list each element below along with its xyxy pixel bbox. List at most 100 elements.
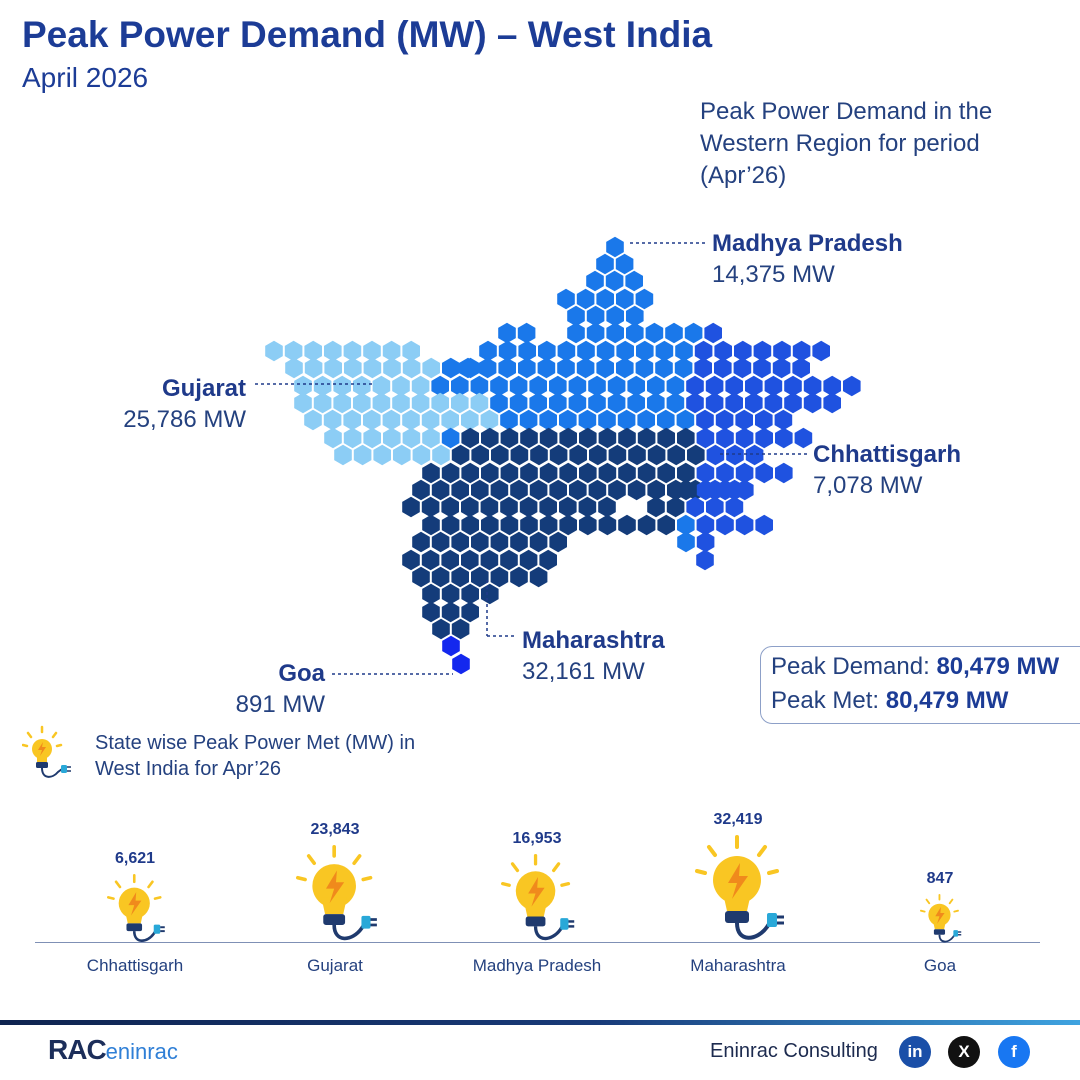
map-hex [479, 340, 497, 362]
map-hex [402, 340, 420, 362]
chart-baseline [35, 942, 1040, 943]
map-hex [714, 340, 732, 362]
map-hex [500, 496, 518, 518]
map-hex [461, 583, 479, 605]
map-hex [441, 496, 459, 518]
map-hex [666, 375, 685, 397]
map-hex [803, 375, 822, 397]
map-hex [441, 514, 460, 536]
map-hex [285, 357, 303, 379]
map-hex [549, 531, 567, 553]
map-hex [706, 444, 725, 466]
map-hex [578, 409, 597, 431]
map-hex [461, 462, 479, 484]
linkedin-icon[interactable]: in [899, 1036, 931, 1068]
map-hex [628, 444, 646, 466]
map-hex [498, 322, 516, 344]
map-hex [606, 322, 624, 344]
map-hex [510, 444, 529, 466]
map-hex [294, 392, 312, 414]
map-hex [557, 340, 576, 362]
map-hex [625, 270, 643, 292]
map-hex [735, 427, 754, 449]
state-label-gujarat: Gujarat 25,786 MW [120, 375, 246, 434]
map-hex [596, 340, 615, 362]
map-hex [411, 375, 430, 397]
map-hex [422, 514, 440, 536]
map-hex [696, 427, 715, 449]
map-hex [607, 375, 626, 397]
map-hex [402, 427, 421, 449]
map-hex [324, 357, 342, 379]
map-hex [775, 427, 793, 449]
map-hex [618, 427, 636, 449]
map-hex [716, 514, 734, 536]
map-hex [559, 496, 577, 518]
map-hex [696, 462, 715, 484]
map-hex [657, 462, 675, 484]
map-hex [559, 462, 577, 484]
page-subtitle: April 2026 [22, 62, 149, 93]
facebook-icon[interactable]: f [998, 1036, 1030, 1068]
x-icon[interactable]: X [948, 1036, 980, 1068]
map-hex [451, 479, 469, 501]
map-hex [451, 375, 469, 397]
map-hex [598, 462, 617, 484]
map-hex [363, 427, 381, 449]
map-hex [432, 444, 450, 466]
map-hex [510, 479, 528, 501]
map-hex [657, 409, 675, 431]
map-hex [461, 409, 479, 431]
map-hex [422, 462, 440, 484]
map-hex [509, 375, 528, 397]
map-hex [774, 409, 793, 431]
map-hex [539, 427, 558, 449]
map-hex [402, 357, 421, 379]
map-hex [382, 409, 401, 431]
map-hex [353, 444, 372, 466]
map-hex [579, 514, 597, 536]
map-hex [422, 601, 440, 623]
map-hex [520, 462, 538, 484]
map-hex [647, 479, 665, 501]
map-hex [647, 496, 665, 518]
map-hex [451, 566, 469, 588]
map-hex [549, 392, 567, 414]
map-hex [753, 340, 772, 362]
map-hex [441, 583, 460, 605]
map-hex [520, 427, 538, 449]
map-hex [627, 392, 645, 414]
map-hex [304, 340, 322, 362]
map-hex [745, 375, 763, 397]
map-hex [529, 531, 548, 553]
map-hex [647, 375, 665, 397]
map-hex [745, 392, 763, 414]
map-hex [353, 392, 371, 414]
map-hex [696, 531, 715, 553]
map-hex [461, 549, 479, 571]
map-hex [784, 375, 802, 397]
map-hex [353, 375, 371, 397]
map-hex [509, 392, 528, 414]
map-hex [569, 479, 587, 501]
map-hex [618, 514, 636, 536]
map-hex [480, 496, 499, 518]
map-hex [579, 427, 597, 449]
map-hex [705, 375, 724, 397]
map-hex [471, 566, 489, 588]
map-hex [441, 462, 460, 484]
map-hex [606, 236, 624, 258]
map-hex [520, 514, 538, 536]
map-hex [461, 427, 479, 449]
map-hex [616, 340, 634, 362]
map-hex [461, 514, 479, 536]
map-hex [481, 583, 499, 605]
map-hex [775, 462, 793, 484]
map-hex [694, 340, 713, 362]
map-hex [755, 514, 773, 536]
map-hex [518, 357, 536, 379]
map-hex [421, 549, 440, 571]
map-hex [598, 427, 617, 449]
logo-mark: RAC [48, 1034, 107, 1065]
map-hex [412, 531, 430, 553]
